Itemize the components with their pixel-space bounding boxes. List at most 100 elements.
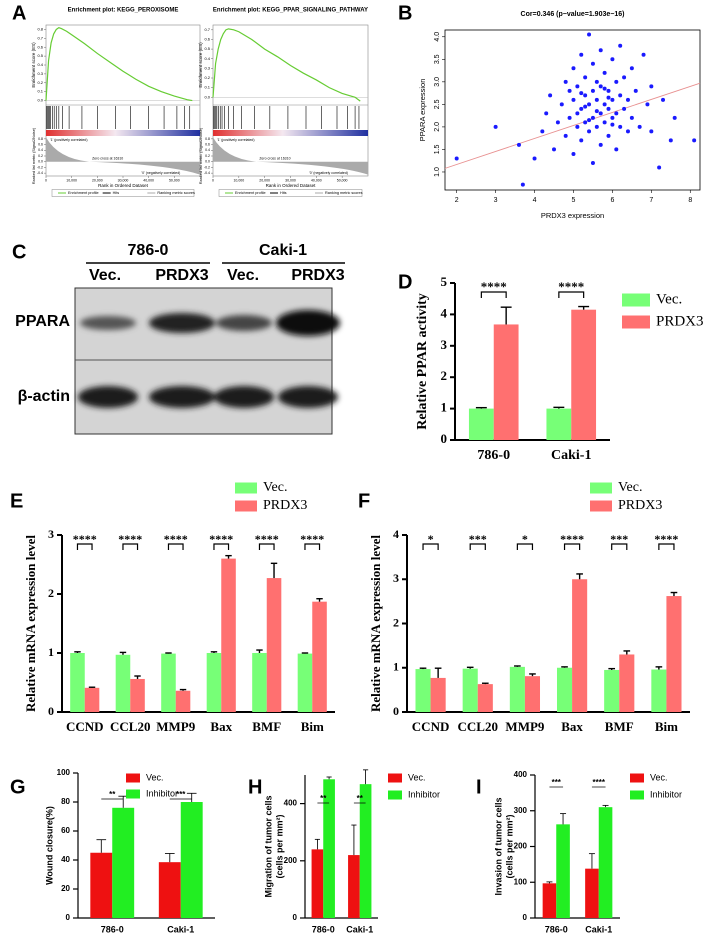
point	[579, 52, 584, 57]
y-axis-label: Relative PPAR activity	[415, 293, 430, 430]
x-tick-label: 0	[45, 178, 47, 182]
point	[649, 129, 654, 134]
panel-label: G	[10, 776, 26, 798]
point	[610, 115, 615, 120]
point	[618, 93, 623, 98]
y-tick-label: 3	[48, 527, 54, 541]
bar-chart: 0 1 2 3 Relative mRNA expression level CCND **…	[23, 480, 335, 734]
y-tick-label: 0.3	[204, 65, 210, 70]
legend-label: Hits	[113, 191, 120, 195]
bar	[311, 849, 324, 918]
bar	[524, 676, 541, 712]
point	[594, 97, 599, 102]
bar	[585, 868, 599, 918]
metric-tick-label: 0.0	[205, 160, 210, 164]
point	[555, 120, 560, 125]
point	[606, 106, 611, 111]
point	[602, 70, 607, 75]
legend-label: PRDX3	[618, 498, 662, 513]
x-tick-label: 10,000	[66, 178, 77, 182]
point	[532, 156, 537, 161]
x-tick-label: Bim	[301, 719, 324, 734]
y-axis-label: (cells per mm²)	[274, 814, 284, 878]
point	[579, 106, 584, 111]
point	[633, 88, 638, 93]
y-tick-label: 0.8	[37, 27, 43, 32]
legend-swatch	[590, 500, 612, 512]
point	[661, 97, 666, 102]
point	[587, 129, 592, 134]
point	[552, 147, 557, 152]
metric-tick-label: 0.2	[205, 154, 210, 158]
point	[602, 86, 607, 91]
significance-label: ****	[118, 532, 142, 546]
panel-label: F	[358, 490, 370, 512]
legend-label: Ranking metric scores	[157, 191, 195, 195]
legend-frame	[218, 189, 363, 197]
x-tick-label: 30,000	[118, 178, 129, 182]
y-tick-label: 0.3	[37, 71, 43, 76]
legend-label: Vec.	[618, 480, 643, 495]
x-tick-label: MMP9	[505, 719, 544, 734]
annotation: '0' (negatively correlated)	[141, 171, 180, 175]
point	[579, 91, 584, 96]
band	[78, 386, 138, 408]
legend-label: Hits	[280, 191, 287, 195]
point	[544, 111, 549, 116]
blot-frame	[74, 287, 333, 435]
metric-tick-label: 0.2	[38, 154, 43, 158]
x-tick-label: 20,000	[259, 178, 270, 182]
legend-frame	[51, 189, 195, 197]
point	[579, 138, 584, 143]
panel-label: E	[10, 490, 23, 512]
bar	[598, 807, 613, 918]
bar	[297, 653, 313, 712]
y-tick-label: 3	[441, 337, 448, 352]
annotation: Zero cross at 16310	[92, 157, 123, 161]
y-tick-label: 100	[57, 768, 71, 777]
x-tick-label: Bax	[210, 719, 232, 734]
point	[614, 79, 619, 84]
metric-tick-label: 0.6	[38, 142, 43, 146]
panel-label: H	[248, 776, 262, 798]
point	[575, 111, 580, 116]
y-tick-label: 0.6	[37, 44, 43, 49]
y-tick-label: 0	[523, 913, 528, 922]
legend-swatch	[126, 773, 140, 783]
metric-axis-label: Ranked list metric (Signal2Noise)	[199, 127, 203, 184]
x-axis-label: PRDX3 expression	[541, 211, 604, 220]
x-tick-label: 2	[455, 197, 459, 204]
point	[583, 120, 588, 125]
point	[641, 52, 646, 57]
y-tick-label: 80	[61, 797, 70, 806]
point	[563, 133, 568, 138]
point	[598, 48, 603, 53]
metric-tick-label: 0.6	[205, 142, 210, 146]
legend-label: Vec.	[650, 772, 668, 782]
y-tick-label: 0.5	[37, 53, 43, 58]
y-tick-label: 0.2	[37, 80, 43, 85]
x-tick-label: CCND	[412, 719, 450, 734]
band	[216, 315, 272, 331]
legend-label: PRDX3	[263, 498, 307, 513]
row-label: β-actin	[18, 388, 70, 405]
point	[606, 95, 611, 100]
legend-label: Vec.	[408, 772, 426, 782]
bar	[312, 601, 327, 712]
y-tick-label: 4	[393, 527, 399, 541]
point	[618, 43, 623, 48]
y-axis-label: Invasion of tumor cells	[493, 797, 503, 895]
x-tick-label: BMF	[252, 719, 281, 734]
band	[214, 386, 274, 408]
legend-label: Enrichment profile	[235, 191, 266, 195]
group-label: 786-0	[128, 242, 169, 259]
metric-tick-label: -0.4	[37, 171, 43, 175]
x-tick-label: 8	[688, 197, 692, 204]
significance-label: ****	[560, 532, 584, 546]
x-tick-label: 4	[533, 197, 537, 204]
gsea-plot: Enrichment plot: KEGG_PEROXISOME 0.0 0.1 0.…	[31, 8, 201, 197]
significance-bracket	[558, 291, 585, 298]
bar	[70, 653, 85, 712]
y-tick-label: 1.0	[434, 167, 441, 177]
